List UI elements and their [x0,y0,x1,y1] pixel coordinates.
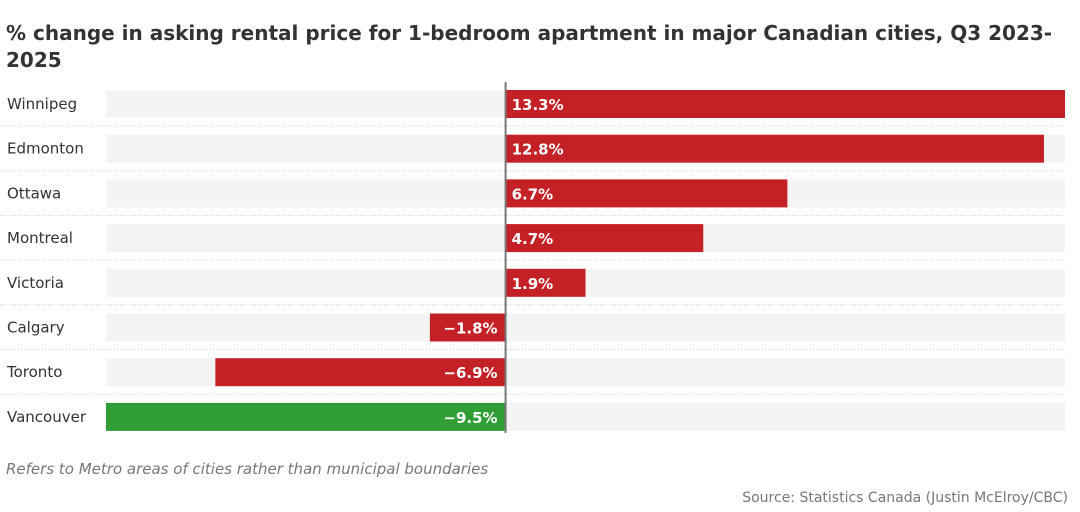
category-label: Vancouver [7,408,87,426]
bar [505,90,1065,118]
chart-note: Refers to Metro areas of cities rather t… [6,460,489,478]
category-label: Edmonton [7,140,84,158]
bar [106,402,506,431]
category-label: Ottawa [7,184,61,202]
category-label: Montreal [7,229,73,247]
data-label: 4.7% [512,230,554,248]
category-label: Winnipeg [7,95,77,113]
bar-track [106,313,1065,342]
data-label: −6.9% [443,364,497,382]
bar [505,224,704,253]
bar [505,134,1044,163]
chart-title: % change in asking rental price for 1-be… [6,21,1053,72]
data-label: 12.8% [512,141,564,159]
category-label: Victoria [7,274,64,292]
bar [505,179,788,208]
data-label: −9.5% [443,409,497,427]
bar [505,268,586,297]
data-label: 13.3% [512,96,564,114]
data-label: −1.8% [443,320,497,338]
bar [429,313,506,342]
data-label: 1.9% [512,275,554,293]
data-label: 6.7% [512,185,554,203]
chart-source: Source: Statistics Canada (Justin McElro… [742,490,1068,506]
category-label: Calgary [7,319,65,337]
bar [215,358,506,387]
category-label: Toronto [6,363,62,381]
